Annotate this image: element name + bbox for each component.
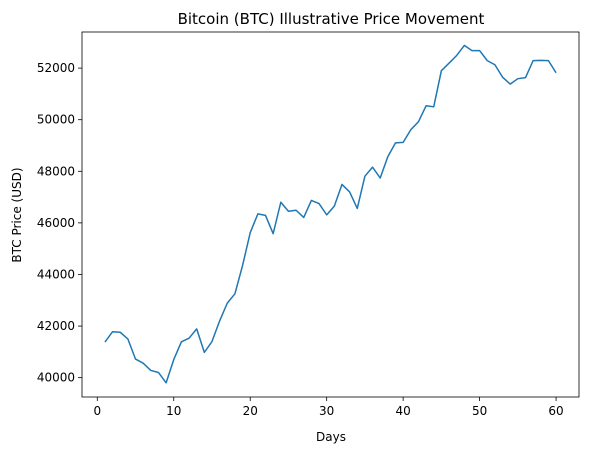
price-series-line bbox=[104, 44, 557, 384]
x-tick-label: 40 bbox=[395, 404, 410, 418]
x-tick-label: 50 bbox=[472, 404, 487, 418]
x-tick-label: 20 bbox=[243, 404, 258, 418]
x-tick-label: 0 bbox=[93, 404, 101, 418]
y-tick-label: 52000 bbox=[37, 61, 75, 75]
y-tick-label: 50000 bbox=[37, 113, 75, 127]
y-tick-label: 40000 bbox=[37, 371, 75, 385]
y-axis-ticks: 40000 42000 44000 46000 48000 50000 52000 bbox=[37, 61, 82, 385]
y-tick-label: 46000 bbox=[37, 216, 75, 230]
x-tick-label: 30 bbox=[319, 404, 334, 418]
y-tick-label: 48000 bbox=[37, 164, 75, 178]
y-tick-label: 44000 bbox=[37, 267, 75, 281]
x-tick-label: 10 bbox=[166, 404, 181, 418]
y-axis-label: BTC Price (USD) bbox=[10, 167, 24, 262]
x-axis-ticks: 0 10 20 30 40 50 60 bbox=[93, 397, 564, 418]
y-tick-label: 42000 bbox=[37, 319, 75, 333]
chart-title: Bitcoin (BTC) Illustrative Price Movemen… bbox=[178, 10, 485, 28]
x-axis-label: Days bbox=[316, 430, 346, 444]
plot-area-frame bbox=[81, 31, 580, 398]
x-tick-label: 60 bbox=[548, 404, 563, 418]
series-layer bbox=[104, 44, 557, 384]
